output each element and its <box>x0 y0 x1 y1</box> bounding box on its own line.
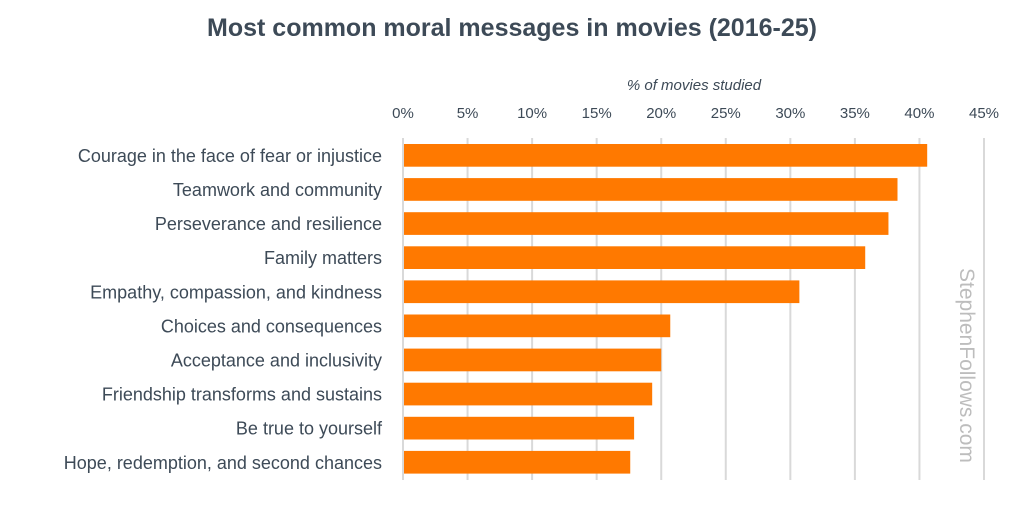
bar <box>404 144 928 167</box>
x-tick-label: 0% <box>392 105 414 122</box>
bar <box>404 348 662 372</box>
x-axis-label: % of movies studied <box>627 77 762 94</box>
bar <box>404 246 866 269</box>
category-label: Acceptance and inclusivity <box>171 350 382 370</box>
x-tick-labels: 0% 5% 10% 15% 20% 25% 30% 35% 40% 45% <box>392 105 999 122</box>
x-tick-label: 15% <box>582 105 612 122</box>
bar <box>404 416 635 440</box>
x-tick-label: 10% <box>517 105 547 122</box>
x-tick-label: 30% <box>775 105 805 122</box>
category-label: Perseverance and resilience <box>155 214 382 234</box>
category-label: Be true to yourself <box>236 419 383 439</box>
category-label: Friendship transforms and sustains <box>102 385 382 405</box>
chart-title: Most common moral messages in movies (20… <box>207 14 817 42</box>
category-label: Family matters <box>264 248 382 268</box>
bar <box>404 178 898 201</box>
x-tick-label: 45% <box>969 105 999 122</box>
bar <box>404 314 671 338</box>
bar <box>404 212 889 235</box>
x-tick-label: 5% <box>457 105 479 122</box>
x-tick-label: 25% <box>711 105 741 122</box>
x-tick-label: 35% <box>840 105 870 122</box>
x-tick-label: 40% <box>904 105 934 122</box>
bar <box>404 382 653 406</box>
bars <box>404 144 928 474</box>
category-label: Teamwork and community <box>173 180 382 200</box>
watermark: StephenFollows.com <box>955 268 978 463</box>
bar <box>404 450 631 474</box>
category-label: Hope, redemption, and second chances <box>64 453 382 473</box>
x-tick-label: 20% <box>646 105 676 122</box>
bar <box>404 280 800 304</box>
category-label: Courage in the face of fear or injustice <box>78 146 382 166</box>
category-label: Choices and consequences <box>161 316 382 336</box>
category-labels: Courage in the face of fear or injustice… <box>64 146 383 473</box>
category-label: Empathy, compassion, and kindness <box>90 282 382 302</box>
